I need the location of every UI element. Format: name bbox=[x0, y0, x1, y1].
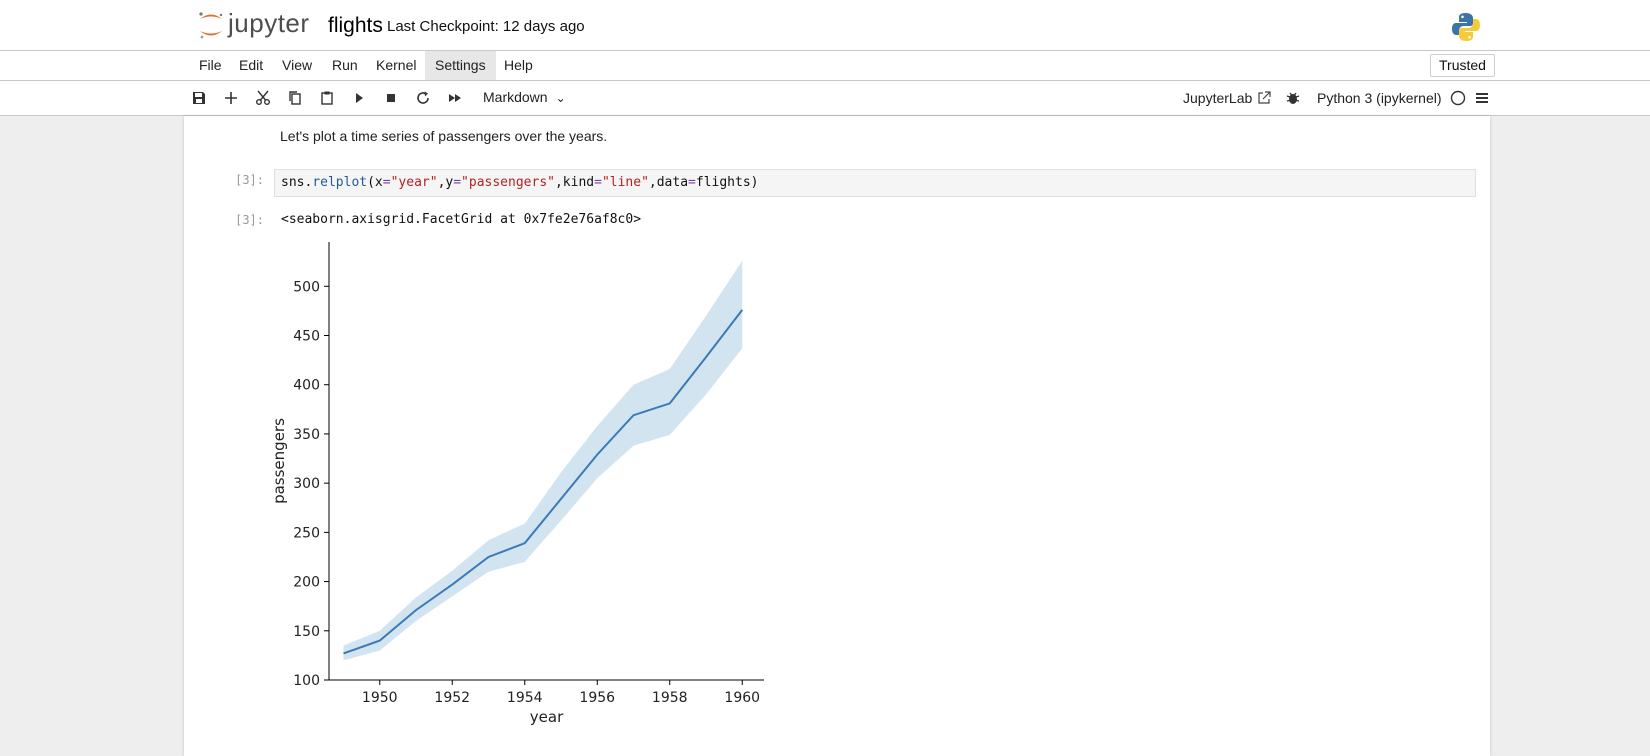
toolbar: Markdown ⌄ JupyterLab Python 3 (ipykernel… bbox=[0, 81, 1650, 116]
y-tick-label: 500 bbox=[293, 279, 320, 295]
menu-settings[interactable]: Settings bbox=[425, 51, 496, 80]
jupyter-logo-icon[interactable] bbox=[196, 10, 226, 40]
paste-button[interactable] bbox=[315, 86, 339, 110]
x-tick-label: 1958 bbox=[652, 690, 688, 706]
cell-type-label: Markdown bbox=[483, 89, 548, 105]
y-tick-label: 100 bbox=[293, 673, 320, 689]
code-token: flights) bbox=[695, 175, 759, 190]
series-line bbox=[343, 309, 744, 655]
restart-button[interactable] bbox=[411, 86, 435, 110]
code-token-operator: = bbox=[688, 175, 696, 190]
code-token-function: relplot bbox=[312, 175, 368, 190]
fast-forward-icon bbox=[449, 94, 461, 102]
code-token: sns. bbox=[281, 175, 313, 190]
menu-view[interactable]: View bbox=[282, 57, 313, 73]
copy-icon bbox=[289, 91, 301, 105]
x-tick-label: 1954 bbox=[507, 690, 543, 706]
code-token-operator: = bbox=[382, 175, 391, 190]
code-token: ,data bbox=[648, 175, 689, 190]
y-tick-label: 450 bbox=[293, 329, 320, 345]
y-tick-label: 250 bbox=[293, 525, 320, 541]
copy-button[interactable] bbox=[283, 86, 307, 110]
x-tick-label: 1956 bbox=[579, 690, 615, 706]
fast-forward-button[interactable] bbox=[443, 86, 467, 110]
python-logo-icon bbox=[1452, 13, 1480, 41]
last-checkpoint: Last Checkpoint: 12 days ago bbox=[387, 18, 585, 35]
x-axis-label: year bbox=[530, 708, 564, 726]
save-icon bbox=[193, 92, 205, 104]
cell-type-select[interactable]: Markdown ⌄ bbox=[483, 89, 566, 105]
y-tick-label: 300 bbox=[293, 476, 320, 492]
debugger-bug-icon[interactable] bbox=[1285, 90, 1301, 106]
menu-kernel[interactable]: Kernel bbox=[376, 57, 417, 73]
x-tick-label: 1960 bbox=[724, 690, 760, 706]
notebook-panel: Let's plot a time series of passengers o… bbox=[184, 116, 1490, 756]
code-token-operator: = bbox=[594, 175, 602, 190]
kernel-idle-circle-icon bbox=[1450, 90, 1466, 106]
cut-button[interactable] bbox=[251, 86, 275, 110]
open-jupyterlab-link[interactable]: JupyterLab bbox=[1183, 90, 1253, 106]
add-cell-icon bbox=[225, 92, 237, 104]
add-cell-button[interactable] bbox=[219, 86, 243, 110]
menu-hamburger-icon[interactable] bbox=[1474, 90, 1490, 106]
code-token: ,kind bbox=[554, 175, 595, 190]
y-tick-label: 400 bbox=[293, 378, 320, 394]
output-prompt: [3]: bbox=[235, 213, 264, 227]
trusted-indicator[interactable]: Trusted bbox=[1430, 54, 1495, 77]
menu-run[interactable]: Run bbox=[332, 57, 358, 73]
markdown-cell[interactable]: Let's plot a time series of passengers o… bbox=[280, 128, 608, 144]
restart-icon bbox=[417, 91, 429, 104]
notebook-name[interactable]: flights bbox=[328, 14, 383, 37]
external-link-icon[interactable] bbox=[1257, 91, 1271, 105]
kernel-name[interactable]: Python 3 (ipykernel) bbox=[1317, 90, 1442, 106]
y-tick-label: 200 bbox=[293, 575, 320, 591]
code-token-string: "year" bbox=[390, 175, 438, 190]
stop-button[interactable] bbox=[379, 86, 403, 110]
paste-icon bbox=[321, 91, 333, 105]
x-tick-label: 1952 bbox=[434, 690, 470, 706]
menu-bar: File Edit View Run Kernel Settings Help … bbox=[0, 51, 1650, 81]
run-button[interactable] bbox=[347, 86, 371, 110]
chevron-down-icon: ⌄ bbox=[555, 91, 566, 105]
stop-icon bbox=[387, 94, 395, 102]
y-axis-label: passengers bbox=[274, 418, 288, 504]
code-token: ,y bbox=[437, 175, 454, 190]
input-prompt: [3]: bbox=[235, 173, 264, 187]
y-tick-label: 150 bbox=[293, 624, 320, 640]
code-token: (x bbox=[367, 175, 383, 190]
menu-file[interactable]: File bbox=[199, 57, 222, 73]
y-tick-label: 350 bbox=[293, 427, 320, 443]
header: jupyter flights Last Checkpoint: 12 days… bbox=[0, 0, 1650, 51]
x-tick-label: 1950 bbox=[362, 690, 398, 706]
code-token-string: "passengers" bbox=[461, 175, 555, 190]
code-cell-editor[interactable]: sns.relplot(x="year",y="passengers",kind… bbox=[274, 169, 1476, 197]
menu-edit[interactable]: Edit bbox=[239, 57, 264, 73]
line-chart: 100 150 200 250 300 350 400 450 500 1950 1952 1954 1… bbox=[274, 242, 764, 726]
cut-icon bbox=[256, 90, 270, 105]
code-token-operator: = bbox=[453, 175, 462, 190]
save-button[interactable] bbox=[187, 86, 211, 110]
menu-help[interactable]: Help bbox=[504, 57, 533, 73]
run-icon bbox=[356, 93, 363, 103]
confidence-band bbox=[343, 260, 743, 661]
output-repr: <seaborn.axisgrid.FacetGrid at 0x7fe2e76… bbox=[281, 212, 642, 227]
code-token-string: "line" bbox=[601, 175, 649, 190]
jupyter-logo-text: jupyter bbox=[228, 8, 310, 38]
